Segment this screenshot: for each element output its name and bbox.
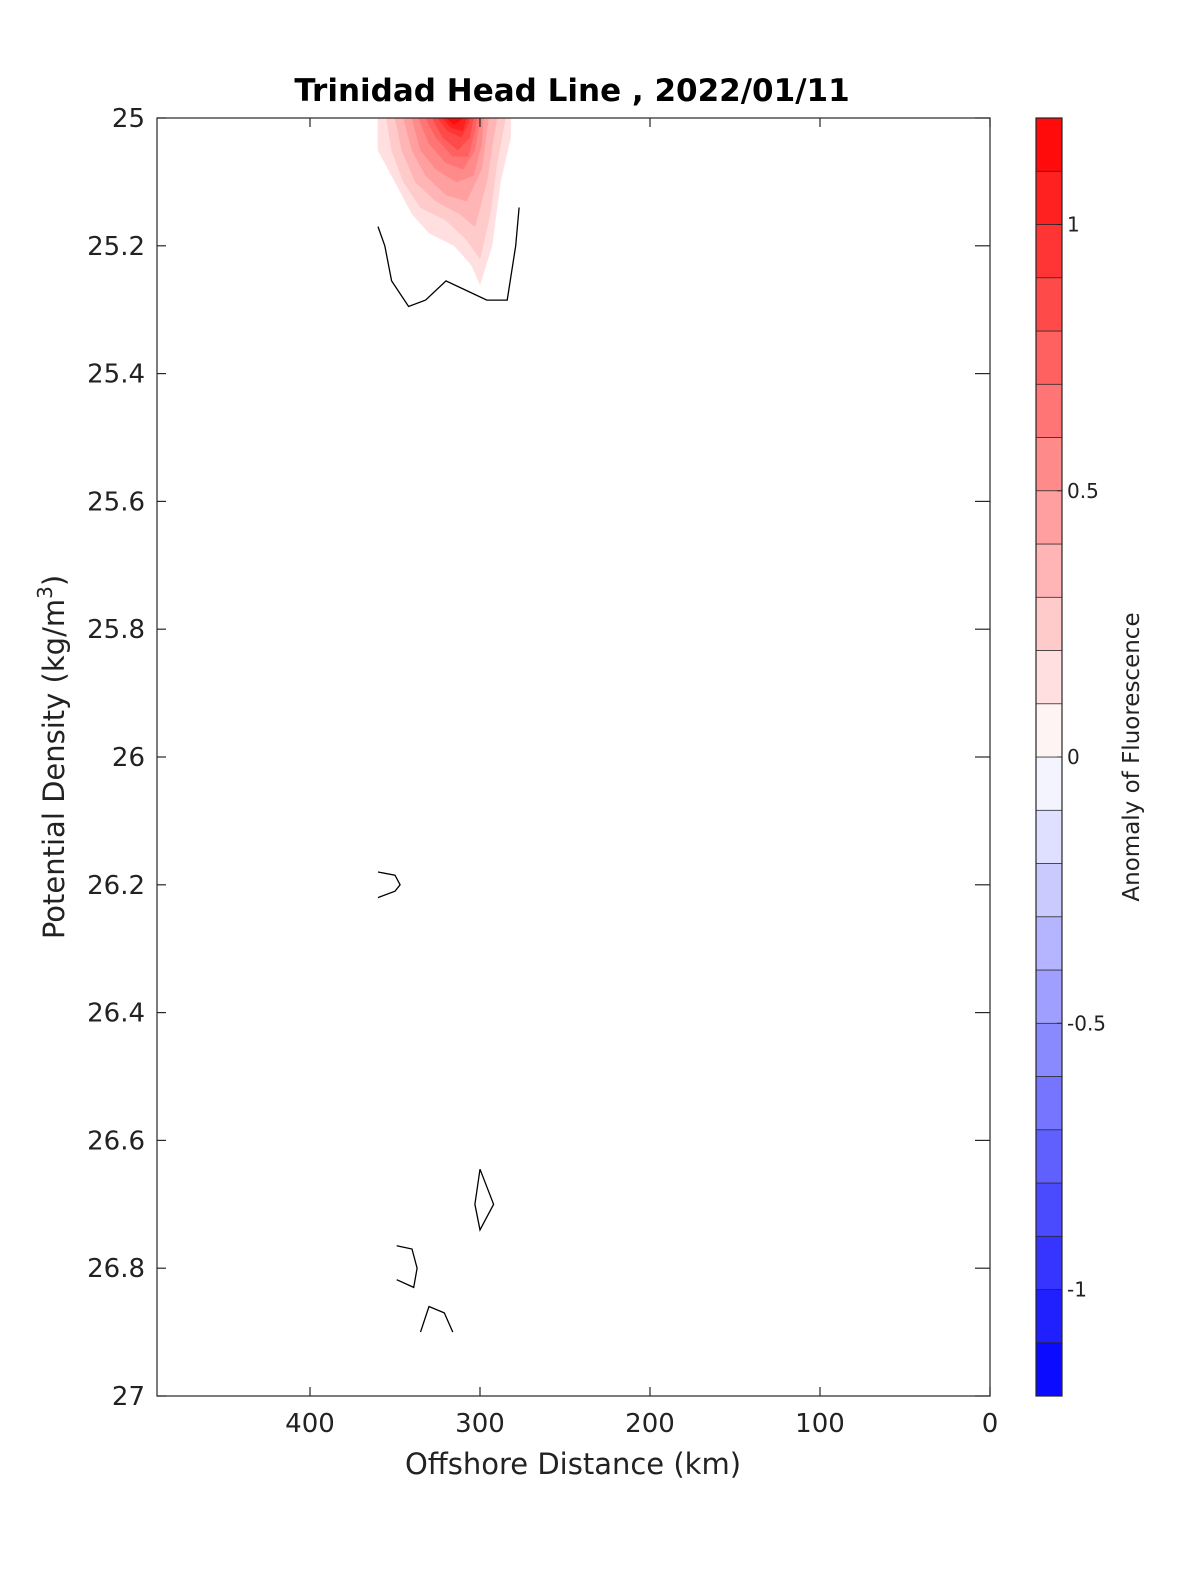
- colorbar-tick-label-2: 0: [1067, 745, 1080, 769]
- colorbar-band-13: [1035, 650, 1063, 705]
- filled-contours: [377, 117, 511, 285]
- zero-contour-lines: [377, 207, 520, 1333]
- colorbar-band-14: [1035, 596, 1063, 651]
- colorbar-band-8: [1035, 916, 1063, 971]
- colorbar-band-15: [1035, 543, 1063, 598]
- y-tick-label-6: 26.2: [87, 871, 145, 901]
- colorbar-band-3: [1035, 1182, 1063, 1237]
- y-tick-label-10: 27: [112, 1382, 145, 1412]
- colorbar-band-20: [1035, 277, 1063, 332]
- y-tick-label-5: 26: [112, 743, 145, 773]
- x-tick-label-2: 200: [625, 1409, 675, 1439]
- colorbar-band-16: [1035, 490, 1063, 545]
- y-tick-label-1: 25.2: [87, 232, 145, 262]
- y-tick-label-3: 25.6: [87, 487, 145, 517]
- colorbar-band-18: [1035, 383, 1063, 438]
- colorbar-band-6: [1035, 1022, 1063, 1077]
- colorbar-band-4: [1035, 1129, 1063, 1184]
- contour-line-4: [419, 1305, 454, 1333]
- x-tick-label-4: 0: [982, 1409, 999, 1439]
- colorbar-band-21: [1035, 224, 1063, 279]
- x-axis-label: Offshore Distance (km): [405, 1447, 741, 1481]
- colorbar-band-7: [1035, 969, 1063, 1024]
- contour-line-3: [396, 1245, 418, 1289]
- colorbar-band-0: [1035, 1342, 1063, 1397]
- colorbar-band-11: [1035, 756, 1063, 811]
- colorbar: 1 0.5 0 -0.5 -1 Anomaly of Fluorescence: [1035, 117, 1145, 1397]
- colorbar-band-23: [1035, 117, 1063, 172]
- colorbar-band-22: [1035, 170, 1063, 225]
- y-tick-label-4: 25.8: [87, 615, 145, 645]
- colorbar-tick-label-3: -0.5: [1067, 1011, 1106, 1035]
- chart-title: Trinidad Head Line , 2022/01/11: [294, 73, 849, 109]
- y-tick-label-8: 26.6: [87, 1126, 145, 1156]
- colorbar-band-5: [1035, 1076, 1063, 1131]
- colorbar-band-1: [1035, 1289, 1063, 1344]
- contour-line-1: [377, 871, 401, 899]
- plot-area: 400 300 200 100 0 25 25.2 25.4 25.6 25.8 26 26.2 26…: [87, 104, 998, 1439]
- y-tick-label-0: 25: [112, 104, 145, 134]
- y-tick-label-7: 26.4: [87, 999, 145, 1029]
- colorbar-band-19: [1035, 330, 1063, 385]
- y-axis-label-tail: ): [37, 575, 71, 586]
- x-tick-label-3: 100: [795, 1409, 845, 1439]
- colorbar-tick-label-0: 1: [1067, 213, 1080, 237]
- plot-background: [157, 118, 990, 1396]
- colorbar-tick-label-4: -1: [1067, 1278, 1087, 1302]
- colorbar-band-10: [1035, 809, 1063, 864]
- x-tick-label-0: 400: [285, 1409, 335, 1439]
- colorbar-band-12: [1035, 703, 1063, 758]
- colorbar-ticks: 1 0.5 0 -0.5 -1: [1057, 213, 1106, 1302]
- y-axis-label: Potential Density (kg/m3): [33, 575, 71, 939]
- y-tick-label-2: 25.4: [87, 360, 145, 390]
- y-axis-label-superscript: 3: [33, 586, 57, 599]
- colorbar-tick-label-1: 0.5: [1067, 479, 1099, 503]
- colorbar-band-2: [1035, 1235, 1063, 1290]
- y-axis-label-main: Potential Density (kg/m: [37, 599, 71, 939]
- colorbar-band-17: [1035, 437, 1063, 492]
- x-axis-ticks: 400 300 200 100 0: [285, 118, 998, 1439]
- colorbar-band-9: [1035, 863, 1063, 918]
- y-axis-ticks: 25 25.2 25.4 25.6 25.8 26 26.2 26.4 26.6 26.8 27: [87, 104, 990, 1412]
- contour-line-2: [474, 1168, 495, 1232]
- contour-line-0: [377, 207, 520, 308]
- colorbar-bands: [1035, 117, 1063, 1397]
- colorbar-label: Anomaly of Fluorescence: [1119, 612, 1145, 901]
- x-tick-label-1: 300: [455, 1409, 505, 1439]
- y-tick-label-9: 26.8: [87, 1254, 145, 1284]
